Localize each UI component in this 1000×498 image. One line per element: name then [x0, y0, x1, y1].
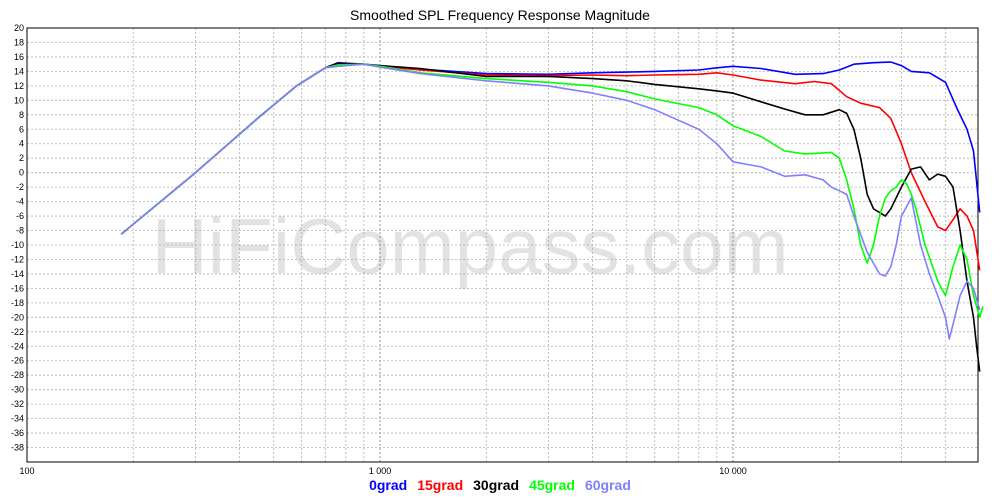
legend: 0grad 15grad 30grad 45grad 60grad	[0, 477, 1000, 493]
y-tick-label: -30	[11, 385, 24, 395]
y-tick-label: 6	[19, 124, 24, 134]
x-tick-label: 1 000	[369, 466, 392, 476]
x-tick-label: 10 000	[719, 466, 747, 476]
chart-title: Smoothed SPL Frequency Response Magnitud…	[350, 7, 650, 23]
y-tick-label: 12	[14, 81, 24, 91]
legend-item-0grad: 0grad	[369, 477, 408, 493]
y-tick-label: -34	[11, 414, 24, 424]
watermark-text: HiFiCompass.com	[151, 202, 788, 290]
x-tick-label: 100	[19, 466, 34, 476]
legend-item-15grad: 15grad	[417, 477, 464, 493]
y-tick-label: -36	[11, 428, 24, 438]
y-tick-label: -4	[16, 197, 24, 207]
y-tick-label: -18	[11, 298, 24, 308]
grid	[27, 27, 978, 462]
y-tick-label: -12	[11, 254, 24, 264]
series-lines	[120, 61, 984, 372]
axes: 20181614121086420-2-4-6-8-10-12-14-16-18…	[11, 23, 979, 476]
y-tick-label: -10	[11, 240, 24, 250]
y-tick-label: 16	[14, 52, 24, 62]
y-tick-label: -22	[11, 327, 24, 337]
y-tick-label: 8	[19, 110, 24, 120]
y-tick-label: -26	[11, 356, 24, 366]
y-tick-label: -20	[11, 312, 24, 322]
y-tick-label: 10	[14, 95, 24, 105]
y-tick-label: 0	[19, 168, 24, 178]
y-tick-label: 20	[14, 23, 24, 33]
plot-frame	[26, 27, 979, 463]
series-line-60grad	[120, 63, 981, 340]
y-tick-label: 18	[14, 37, 24, 47]
y-tick-label: -32	[11, 399, 24, 409]
y-tick-label: -14	[11, 269, 24, 279]
legend-item-60grad: 60grad	[584, 477, 631, 493]
legend-item-45grad: 45grad	[529, 477, 575, 493]
y-tick-label: -24	[11, 341, 24, 351]
y-tick-label: -38	[11, 443, 24, 453]
y-tick-label: -8	[16, 226, 24, 236]
y-tick-label: 2	[19, 153, 24, 163]
watermark: HiFiCompass.com	[151, 202, 788, 290]
legend-item-30grad: 30grad	[473, 477, 520, 493]
y-tick-label: 4	[19, 139, 24, 149]
y-tick-label: -6	[16, 211, 24, 221]
y-tick-label: 14	[14, 66, 24, 76]
y-tick-label: -2	[16, 182, 24, 192]
y-tick-label: -16	[11, 283, 24, 293]
y-tick-label: -28	[11, 370, 24, 380]
